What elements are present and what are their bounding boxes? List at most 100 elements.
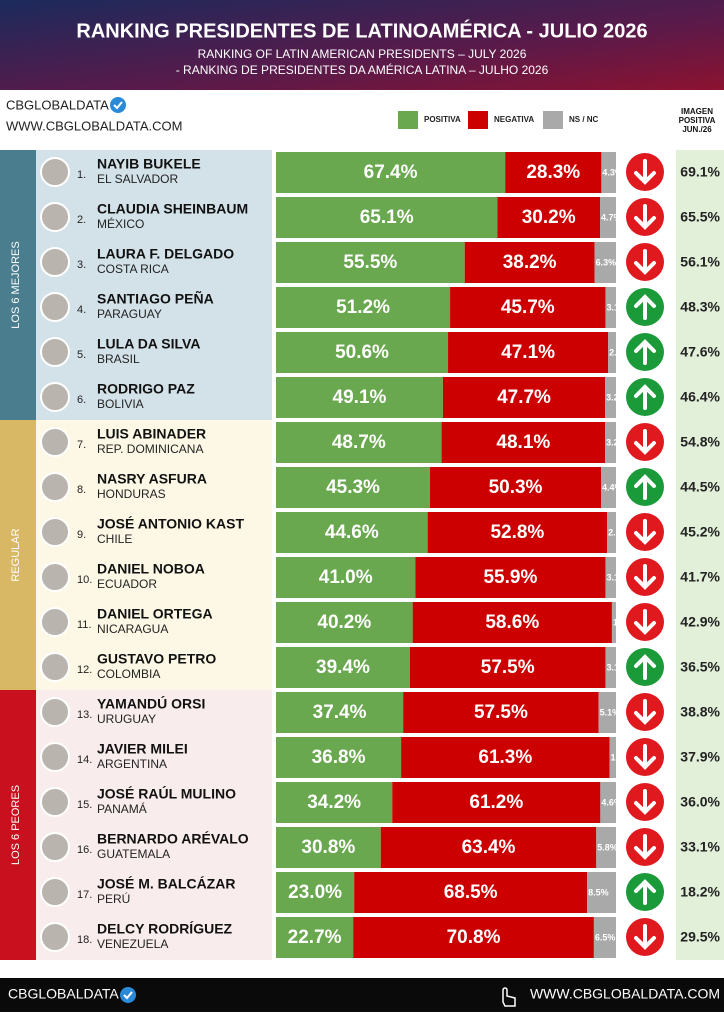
rank: 15. xyxy=(77,799,92,811)
avatar xyxy=(40,157,70,187)
trend-arrow xyxy=(634,429,656,455)
value-label: 48.7% xyxy=(332,432,386,453)
bar-segment xyxy=(587,872,616,913)
legend-swatch xyxy=(398,111,418,129)
value-label: 5.8% xyxy=(597,842,618,852)
president-name: LULA DA SILVA xyxy=(97,336,200,352)
value-label: 30.8% xyxy=(301,837,355,858)
value-label: 57.5% xyxy=(474,702,528,723)
value-label: 61.2% xyxy=(469,792,523,813)
value-label: 51.2% xyxy=(336,297,390,318)
value-label: 55.9% xyxy=(483,567,537,588)
bar-segment xyxy=(276,737,402,778)
country: REP. DOMINICANA xyxy=(97,442,203,456)
bar-segment xyxy=(276,152,506,193)
bar-segment xyxy=(276,917,354,958)
rank: 9. xyxy=(77,529,86,541)
value-label: 38.2% xyxy=(503,252,557,273)
verified-check xyxy=(113,101,123,110)
bar-segment xyxy=(596,827,616,868)
value-label: 22.7% xyxy=(288,927,342,948)
president-name: LUIS ABINADER xyxy=(97,426,206,442)
group-bg xyxy=(36,690,272,960)
trend-arrow xyxy=(634,474,656,500)
prev-bg xyxy=(676,735,724,780)
previous-positive: 33.1% xyxy=(680,839,720,855)
value-label: 47.7% xyxy=(497,387,551,408)
value-label: 41.0% xyxy=(319,567,373,588)
country: COLOMBIA xyxy=(97,667,160,681)
trend-arrow xyxy=(634,339,656,365)
bar-segment xyxy=(276,557,416,598)
bar-segment xyxy=(354,872,588,913)
avatar xyxy=(40,427,70,457)
bar-segment xyxy=(276,692,404,733)
bar-segment xyxy=(392,782,601,823)
prev-bg xyxy=(676,375,724,420)
avatar xyxy=(40,922,70,952)
group-label: REGULAR xyxy=(10,528,22,581)
president-name: BERNARDO ARÉVALO xyxy=(97,831,249,847)
value-label: 67.4% xyxy=(364,162,418,183)
value-label: 52.8% xyxy=(490,522,544,543)
bar-segment xyxy=(605,422,616,463)
value-label: 6.5% xyxy=(595,932,616,942)
bar-segment xyxy=(276,782,393,823)
president-name: DELCY RODRÍGUEZ xyxy=(97,921,233,937)
trend-arrow xyxy=(634,744,656,770)
rank: 12. xyxy=(77,664,92,676)
previous-positive: 48.3% xyxy=(680,299,720,315)
bar-segment xyxy=(415,557,606,598)
prev-bg xyxy=(676,825,724,870)
rank: 6. xyxy=(77,394,86,406)
trend-arrow xyxy=(634,294,656,320)
bar-segment xyxy=(598,692,616,733)
rank: 5. xyxy=(77,349,86,361)
country: URUGUAY xyxy=(97,712,156,726)
group-label: LOS 6 PEORES xyxy=(10,785,22,865)
bar-segment xyxy=(412,602,612,643)
value-label: 3.1% xyxy=(606,572,627,582)
bar-segment xyxy=(593,917,616,958)
bar-segment xyxy=(464,242,595,283)
country: PERÚ xyxy=(97,891,130,906)
value-label: 48.1% xyxy=(496,432,550,453)
country: NICARAGUA xyxy=(97,622,168,636)
bar-segment xyxy=(609,737,616,778)
trend-arrow xyxy=(634,159,656,185)
group-bg xyxy=(36,150,272,420)
avatar xyxy=(40,607,70,637)
prev-bg xyxy=(676,555,724,600)
value-label: 44.6% xyxy=(325,522,379,543)
bar-segment xyxy=(276,332,449,373)
avatar xyxy=(40,877,70,907)
country: ARGENTINA xyxy=(97,757,167,771)
previous-positive: 42.9% xyxy=(680,614,720,630)
president-name: CLAUDIA SHEINBAUM xyxy=(97,201,248,217)
value-label: 45.7% xyxy=(501,297,555,318)
bar-segment xyxy=(607,512,616,553)
value-label: 50.6% xyxy=(335,342,389,363)
bar-segment xyxy=(276,512,428,553)
bar-segment xyxy=(276,872,355,913)
group-bg xyxy=(36,420,272,690)
brand-name: CBGLOBALDATA xyxy=(6,97,109,112)
trend-arrow xyxy=(634,699,656,725)
trend-arrow xyxy=(634,384,656,410)
value-label: 58.6% xyxy=(485,612,539,633)
rank: 14. xyxy=(77,754,92,766)
value-label: 34.2% xyxy=(307,792,361,813)
value-label: 3.1% xyxy=(606,302,627,312)
bar-segment xyxy=(276,647,410,688)
subtitle: - RANKING DE PRESIDENTES DA AMÉRICA LATI… xyxy=(176,62,549,77)
rank: 8. xyxy=(77,484,86,496)
group-band xyxy=(0,150,36,420)
trend-arrow xyxy=(634,519,656,545)
avatar xyxy=(40,832,70,862)
footer-url[interactable]: WWW.CBGLOBALDATA.COM xyxy=(530,986,720,1002)
bar-segment xyxy=(505,152,602,193)
country: PANAMÁ xyxy=(97,801,147,816)
avatar xyxy=(40,292,70,322)
group-label: LOS 6 MEJORES xyxy=(10,241,22,328)
